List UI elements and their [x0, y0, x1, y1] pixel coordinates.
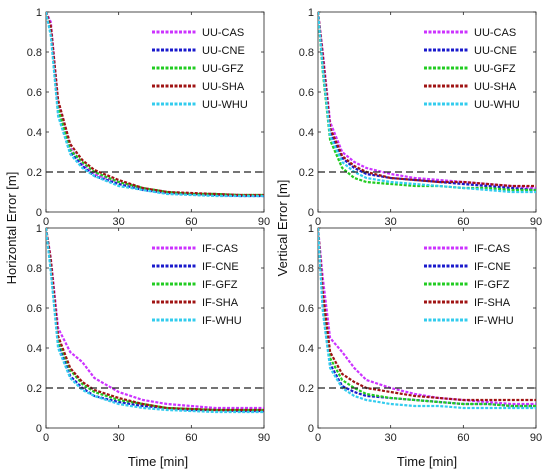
legend-label: UU-SHA: [474, 81, 517, 93]
legend-label: UU-SHA: [202, 81, 245, 93]
x-tick-label: 90: [530, 432, 542, 444]
series-line-uu-sha: [46, 12, 264, 197]
y-tick-label: 1: [308, 7, 314, 19]
legend-label: IF-CAS: [474, 243, 510, 255]
legend-box: [418, 236, 530, 332]
legend: UU-CAS UU-CNE UU-GFZ UU-SHA UU-WHU: [146, 20, 258, 116]
x-tick-label: 0: [315, 432, 321, 444]
x-tick-label: 90: [258, 432, 270, 444]
y-tick-label: 0.6: [299, 303, 314, 315]
y-tick-label: 0.8: [27, 263, 42, 275]
y-tick-label: 0.2: [299, 167, 314, 179]
y-tick-label: 1: [36, 223, 42, 235]
y-tick-label: 0.2: [27, 167, 42, 179]
x-tick-label: 30: [385, 216, 397, 228]
legend-label: IF-GFZ: [202, 279, 238, 291]
panel-uu-vertical: 00.20.40.60.810 30 60 90UU-CASUU-CNEUU-GFZU…: [299, 7, 542, 228]
series-line-if-cne: [46, 228, 264, 413]
y-tick-label: 1: [36, 7, 42, 19]
legend-label: IF-CAS: [202, 243, 238, 255]
legend-label: UU-WHU: [202, 99, 248, 111]
legend-label: IF-SHA: [474, 297, 511, 309]
panel-uu-horizontal: 00.20.40.60.810 30 60 90UU-CASUU-CNEUU-GFZU…: [27, 7, 270, 228]
y-tick-label: 0.4: [299, 343, 314, 355]
legend-label: IF-WHU: [202, 315, 242, 327]
x-tick-label: 30: [113, 432, 125, 444]
legend-label: UU-GFZ: [202, 63, 244, 75]
x-tick-label: 0: [315, 216, 321, 228]
x-tick-label: 60: [185, 216, 197, 228]
y-tick-label: 0.8: [27, 47, 42, 59]
y-tick-label: 0: [36, 423, 42, 435]
y-tick-label: 0.8: [299, 47, 314, 59]
legend: IF-CAS IF-CNE IF-GFZ IF-SHA IF-WHU: [146, 236, 258, 332]
series-line-if-whu: [46, 228, 264, 414]
legend-label: IF-CNE: [474, 261, 511, 273]
x-tick-label: 30: [385, 432, 397, 444]
legend-box: [146, 20, 258, 116]
y-axis-label-horizontal: Horizontal Error [m]: [4, 172, 19, 285]
y-tick-label: 1: [308, 223, 314, 235]
legend-label: IF-WHU: [474, 315, 514, 327]
y-tick-label: 0.4: [299, 127, 314, 139]
x-axis-label-right: Time [min]: [397, 454, 457, 469]
x-tick-label: 0: [43, 216, 49, 228]
legend-label: IF-GFZ: [474, 279, 510, 291]
series-line-uu-sha: [318, 12, 536, 188]
series-line-uu-gfz: [318, 12, 536, 192]
x-tick-label: 90: [258, 216, 270, 228]
x-tick-label: 0: [43, 432, 49, 444]
legend-label: UU-WHU: [474, 99, 520, 111]
series-line-if-sha: [318, 228, 536, 402]
y-tick-label: 0: [308, 423, 314, 435]
y-tick-label: 0.4: [27, 127, 42, 139]
panel-if-horizontal: 00.20.40.60.810 30 60 90IF-CASIF-CNEIF-GFZI…: [27, 223, 270, 444]
legend-label: UU-CNE: [202, 45, 245, 57]
y-tick-label: 0.4: [27, 343, 42, 355]
y-tick-label: 0.2: [299, 383, 314, 395]
y-tick-label: 0.8: [299, 263, 314, 275]
series-line-if-whu: [318, 228, 536, 410]
series-line-if-gfz: [318, 228, 536, 408]
x-tick-label: 60: [185, 432, 197, 444]
legend-label: IF-CNE: [202, 261, 239, 273]
legend-box: [418, 20, 530, 116]
y-tick-label: 0.6: [27, 303, 42, 315]
legend-label: UU-CAS: [474, 27, 516, 39]
y-tick-label: 0: [308, 207, 314, 219]
legend-label: UU-GFZ: [474, 63, 516, 75]
y-axis-label-vertical: Vertical Error [m]: [275, 180, 290, 277]
legend: IF-CAS IF-CNE IF-GFZ IF-SHA IF-WHU: [418, 236, 530, 332]
legend: UU-CAS UU-CNE UU-GFZ UU-SHA UU-WHU: [418, 20, 530, 116]
series-line-uu-whu: [46, 12, 264, 198]
series-line-uu-cne: [318, 12, 536, 192]
y-tick-label: 0.2: [27, 383, 42, 395]
legend-label: UU-CNE: [474, 45, 517, 57]
series-line-if-sha: [46, 228, 264, 412]
y-tick-label: 0.6: [27, 87, 42, 99]
x-tick-label: 60: [457, 432, 469, 444]
x-axis-label-left: Time [min]: [128, 454, 188, 469]
x-tick-label: 90: [530, 216, 542, 228]
legend-label: UU-CAS: [202, 27, 244, 39]
y-tick-label: 0.6: [299, 87, 314, 99]
panel-if-vertical: 00.20.40.60.810 30 60 90IF-CASIF-CNEIF-GFZI…: [299, 223, 542, 444]
y-tick-label: 0: [36, 207, 42, 219]
series-line-uu-whu: [318, 12, 536, 194]
x-tick-label: 30: [113, 216, 125, 228]
legend-box: [146, 236, 258, 332]
legend-label: IF-SHA: [202, 297, 239, 309]
x-tick-label: 60: [457, 216, 469, 228]
